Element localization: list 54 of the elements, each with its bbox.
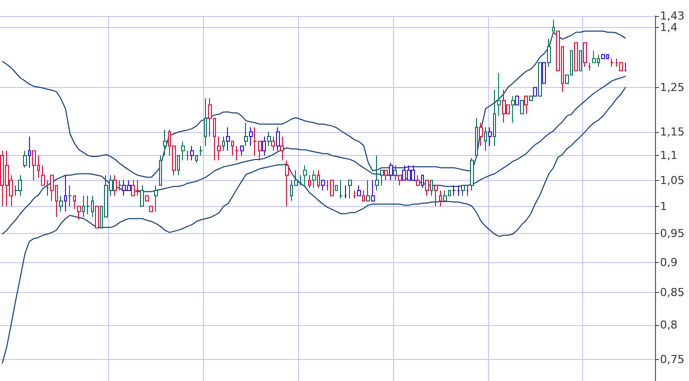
candlestick — [190, 145, 194, 161]
candlestick — [380, 170, 384, 186]
y-tick-label: 1,1 — [660, 149, 678, 162]
y-tick-label: 0,8 — [660, 318, 678, 332]
candlestick — [68, 184, 72, 207]
y-tick-label: 1,43 — [660, 10, 684, 22]
candlestick — [330, 180, 334, 196]
y-tick-label: 0,95 — [660, 227, 684, 240]
candlestick — [574, 42, 578, 72]
candlestick — [452, 184, 456, 196]
candlestick — [583, 42, 587, 68]
candlestick — [73, 195, 76, 210]
candlestick — [113, 174, 117, 196]
candlestick — [312, 170, 316, 188]
candlestick — [118, 180, 122, 192]
candlestick — [348, 180, 352, 199]
y-tick-label: 1,25 — [660, 81, 684, 94]
candlestick — [588, 62, 591, 72]
candlestick — [457, 184, 460, 196]
y-tick-label: 1,05 — [660, 174, 684, 187]
candlestick — [217, 136, 221, 161]
candlestick — [285, 160, 289, 207]
candlestick — [181, 140, 185, 161]
candlestick — [226, 126, 230, 152]
y-tick-label: 1,4 — [660, 20, 678, 34]
candlestick — [619, 62, 623, 72]
candlestick — [199, 145, 203, 156]
y-tick-label: 0,85 — [660, 286, 684, 300]
candlestick — [18, 174, 22, 196]
candlestick — [624, 62, 627, 72]
candlestick — [344, 184, 347, 199]
candlestick — [610, 58, 614, 68]
line-series — [2, 86, 626, 364]
candlestick — [154, 184, 158, 212]
candlestick — [466, 184, 469, 196]
candlestick — [375, 155, 379, 192]
candlestick — [339, 180, 343, 199]
candlestick — [163, 129, 167, 156]
candlestick — [149, 206, 153, 212]
candlestick — [461, 184, 465, 196]
y-tick-label: 1,15 — [660, 125, 684, 138]
candlestick — [46, 180, 49, 196]
candlestick — [470, 157, 474, 192]
candlestick — [592, 50, 596, 64]
candlestick — [41, 164, 45, 186]
candlestick — [186, 150, 189, 161]
y-tick-label: 0,75 — [660, 352, 684, 366]
candlestick — [86, 195, 90, 215]
y-tick-label: 0,9 — [660, 256, 678, 269]
candlestick — [303, 164, 307, 186]
y-tick-label: 1 — [660, 200, 667, 213]
candlestick — [235, 145, 239, 161]
candlestick — [353, 190, 356, 199]
candlestick — [159, 155, 162, 186]
